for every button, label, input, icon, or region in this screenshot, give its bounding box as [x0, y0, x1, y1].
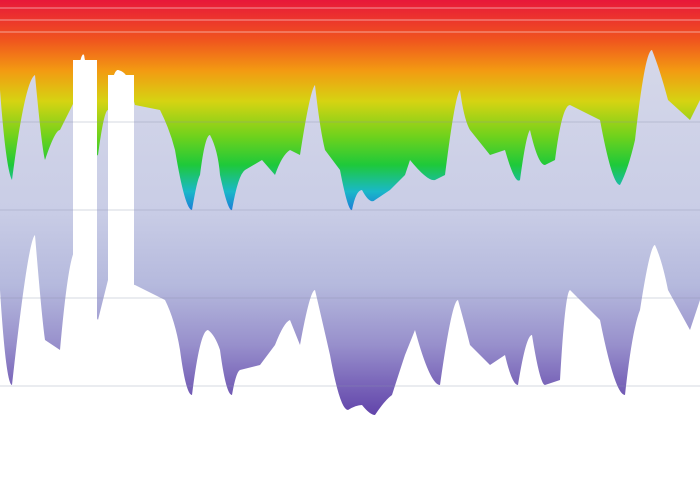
- guide-lines: [0, 121, 700, 387]
- white-column-top: [73, 54, 97, 120]
- white-column-top: [108, 70, 134, 120]
- bottom-white-area: [0, 235, 700, 482]
- white-column: [108, 75, 134, 395]
- top-stripes: [0, 7, 700, 33]
- top-rainbow-area: [0, 0, 700, 211]
